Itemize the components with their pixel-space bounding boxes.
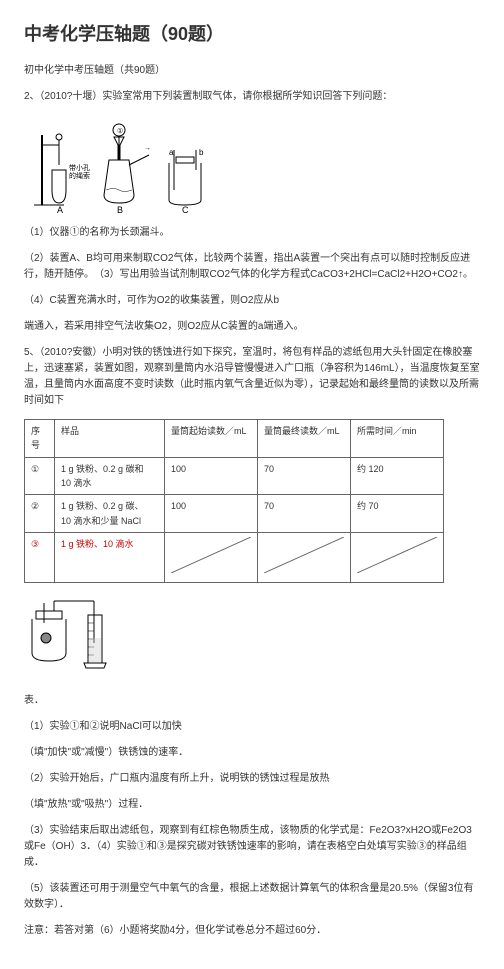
- cell-sample: 1 g 铁粉、0.2 g 碳、10 滴水和少量 NaCl: [55, 495, 165, 533]
- svg-text:a: a: [169, 148, 174, 157]
- cell-time: 约 70: [351, 495, 444, 533]
- q5-2: （2）实验开始后，广口瓶内温度有所上升，说明铁的锈蚀过程是放热: [24, 771, 480, 787]
- flask-cylinder-diagram: [24, 593, 480, 683]
- q5-5: （5）该装置还可用于测量空气中氧气的含量，根据上述数据计算氧气的体积含量是20.…: [24, 881, 480, 913]
- data-table: 序号 样品 量筒起始读数／mL 量筒最终读数／mL 所需时间／min ① 1 g…: [24, 419, 444, 583]
- q2-1: （1）仪器①的名称为长颈漏斗。: [24, 225, 480, 241]
- q5-note: 注意：若答对第（6）小题将奖励4分，但化学试卷总分不超过60分．: [24, 923, 480, 939]
- q2-intro: 2、（2010?十堰）实验室常用下列装置制取气体，请你根据所学知识回答下列问题：: [24, 89, 480, 105]
- cell-start: 100: [165, 495, 258, 533]
- table-row: ③ 1 g 铁粉、10 滴水: [25, 533, 444, 582]
- cell-time: 约 120: [351, 457, 444, 495]
- q2-2: （2）装置A、B均可用来制取CO2气体，比较两个装置，指出A装置一个突出有点可以…: [24, 251, 480, 283]
- svg-text:→: →: [144, 145, 151, 152]
- col-time: 所需时间／min: [351, 419, 444, 457]
- page-title: 中考化学压轴题（90题）: [24, 20, 480, 49]
- q5-intro: 5、（2010?安徽）小明对铁的锈蚀进行如下探究，室温时，将包有样品的滤纸包用大…: [24, 345, 480, 409]
- table-suffix: 表．: [24, 693, 480, 709]
- cell-end: 70: [258, 457, 351, 495]
- cell-num: ①: [25, 457, 55, 495]
- subtitle: 初中化学中考压轴题（共90题）: [24, 63, 480, 79]
- label-a: A: [57, 205, 63, 215]
- q2-5: 端通入，若采用排空气法收集O2，则O2应从C装置的a端通入。: [24, 319, 480, 335]
- col-end: 量筒最终读数／mL: [258, 419, 351, 457]
- svg-text:b: b: [199, 148, 204, 157]
- svg-text:的绳索: 的绳索: [69, 171, 90, 180]
- note-label: 带小孔: [69, 163, 90, 172]
- table-row: ① 1 g 铁粉、0.2 g 碳和10 滴水 100 70 约 120: [25, 457, 444, 495]
- table-header-row: 序号 样品 量筒起始读数／mL 量筒最终读数／mL 所需时间／min: [25, 419, 444, 457]
- cell-sample: 1 g 铁粉、10 滴水: [55, 533, 165, 582]
- q2-4: （4）C装置充满水时，可作为O2的收集装置，则O2应从b: [24, 293, 480, 309]
- svg-text:①: ①: [117, 127, 123, 135]
- cell-diag: [165, 533, 258, 582]
- cell-diag: [258, 533, 351, 582]
- cell-end: 70: [258, 495, 351, 533]
- col-start: 量筒起始读数／mL: [165, 419, 258, 457]
- q5-3: （3）实验结束后取出滤纸包，观察到有红棕色物质生成，该物质的化学式是：Fe2O3…: [24, 823, 480, 871]
- cell-sample: 1 g 铁粉、0.2 g 碳和10 滴水: [55, 457, 165, 495]
- cell-diag: [351, 533, 444, 582]
- col-num: 序号: [25, 419, 55, 457]
- col-sample: 样品: [55, 419, 165, 457]
- cell-num: ③: [25, 533, 55, 582]
- label-c: C: [182, 205, 189, 215]
- q5-1: （1）实验①和②说明NaCl可以加快: [24, 719, 480, 735]
- apparatus-diagram: 带小孔 的绳索 A ① → B a b C: [24, 115, 480, 215]
- table-row: ② 1 g 铁粉、0.2 g 碳、10 滴水和少量 NaCl 100 70 约 …: [25, 495, 444, 533]
- q5-1b: （填"加快"或"减慢"）铁锈蚀的速率．: [24, 745, 480, 761]
- cell-num: ②: [25, 495, 55, 533]
- cell-start: 100: [165, 457, 258, 495]
- label-b: B: [117, 205, 123, 215]
- q5-2b: （填"放热"或"吸热"）过程．: [24, 797, 480, 813]
